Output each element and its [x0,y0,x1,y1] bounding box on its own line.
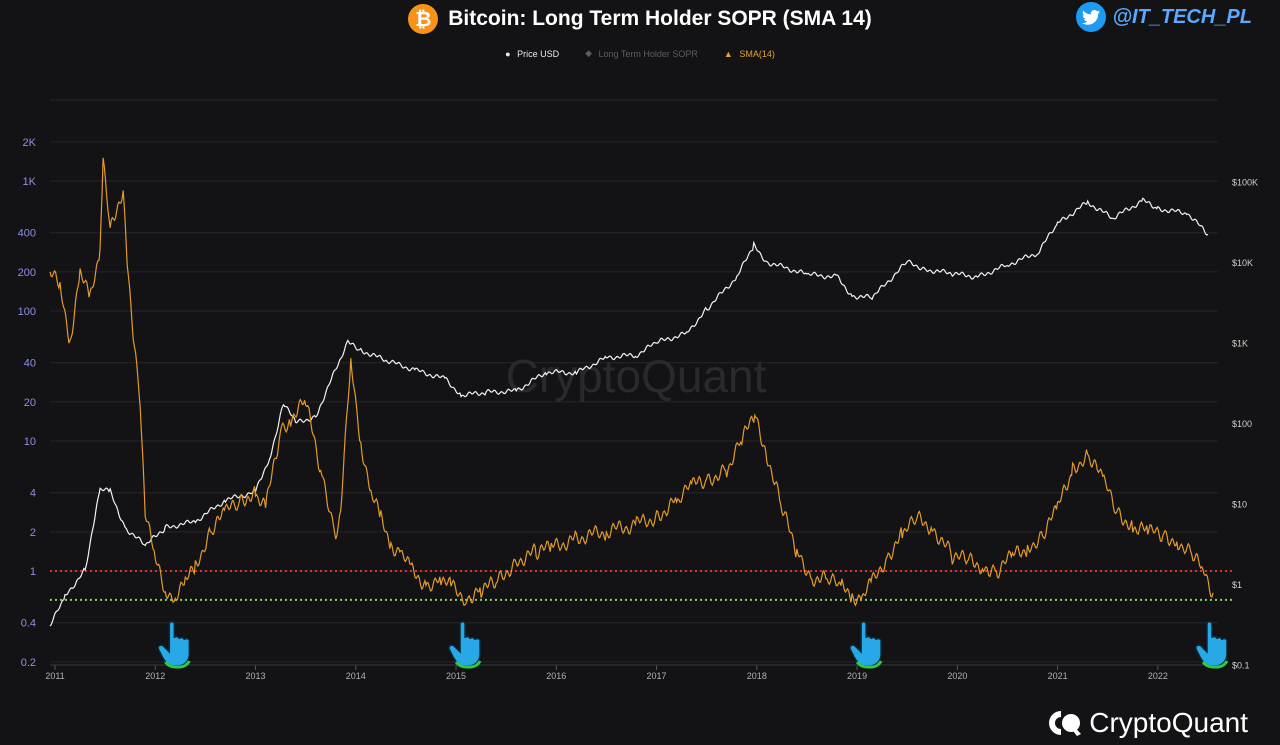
legend-item-lth-sopr[interactable]: ◆ Long Term Holder SOPR [585,48,698,59]
x-axis: 2011 2012 2013 2014 2015 2016 2017 2018 2019 2020… [45,664,1218,681]
x-tick-label: 2017 [647,671,667,681]
left-tick-label: 1 [30,566,36,578]
hand-cuff [164,660,191,669]
x-tick-label: 2015 [446,671,466,681]
series-line-price-usd [49,197,1209,627]
left-tick-label: 1K [23,176,37,188]
right-tick-label: $100 [1232,419,1252,429]
x-tick-label: 2013 [246,671,266,681]
watermark: CryptoQuant [506,350,767,402]
left-tick-label: 2 [30,527,36,539]
markers-layer [157,621,1229,669]
right-tick-label: $100K [1232,178,1258,188]
hand-shape [157,621,191,667]
left-axis: 2K 1K 400 200 100 40 20 10 4 2 1 0.4 0.2 [18,137,37,669]
hand-shape [849,621,882,667]
legend-item-price[interactable]: ● Price USD [505,48,560,59]
x-tick-label: 2019 [847,671,867,681]
hand-shape [448,621,481,667]
left-tick-label: 20 [24,397,36,409]
twitter-bird-icon [1076,2,1107,32]
left-tick-label: 10 [24,436,36,448]
right-tick-label: $1 [1232,580,1242,590]
left-tick-label: 40 [24,358,36,370]
hand-shape [1195,621,1228,667]
x-tick-label: 2011 [45,671,64,681]
chart-grid [50,99,1218,663]
series-line-sma-14 [49,157,1214,607]
x-tick-label: 2020 [947,671,967,681]
reference-lines [50,570,1232,601]
handle-text: @IT_TECH_PL [1112,5,1252,28]
left-tick-label: 0.2 [21,657,36,669]
right-tick-label: $1K [1232,339,1248,349]
left-tick-label: 200 [18,267,36,279]
x-tick-label: 2022 [1148,671,1168,681]
legend-label-lth-sopr: Long Term Holder SOPR [598,48,698,59]
right-tick-label: $0.1 [1232,661,1250,671]
brand-footer: CryptoQuant [1047,707,1248,739]
hand-cuff [1201,660,1229,669]
chart-legend: ● Price USD ◆ Long Term Holder SOPR ▲ SM… [0,48,1280,59]
left-tick-label: 4 [30,488,36,500]
left-tick-label: 400 [18,228,36,240]
hand-pointer-icon [448,621,482,669]
x-tick-label: 2012 [145,671,165,681]
brand-name: CryptoQuant [1089,707,1248,738]
legend-item-sma[interactable]: ▲ SMA(14) [723,48,775,59]
x-tick-label: 2016 [546,671,566,681]
right-tick-label: $10 [1232,500,1247,510]
right-tick-label: $10K [1232,258,1253,268]
cryptoquant-logo-icon [1047,710,1082,736]
left-tick-label: 2K [23,137,37,149]
hand-pointer-icon [157,621,191,669]
series-layer [49,157,1214,627]
chart-title-bar: ₿ Bitcoin: Long Term Holder SOPR (SMA 14… [0,2,1280,36]
x-tick-label: 2021 [1048,671,1068,681]
left-tick-label: 0.4 [21,618,36,630]
bitcoin-logo-icon: ₿ [408,4,439,34]
x-tick-label: 2018 [747,671,767,681]
left-tick-label: 100 [18,306,36,318]
x-tick-label: 2014 [346,671,366,681]
author-handle[interactable]: @IT_TECH_PL [1076,2,1252,32]
hand-pointer-icon [1195,621,1229,669]
hand-cuff [855,660,883,669]
legend-label-price: Price USD [517,48,560,59]
legend-label-sma: SMA(14) [739,48,775,59]
hand-pointer-icon [849,621,883,669]
right-axis: $100K $10K $1K $100 $10 $1 $0.1 [1232,178,1258,671]
hand-cuff [454,660,482,669]
chart-title: Bitcoin: Long Term Holder SOPR (SMA 14) [448,7,872,30]
